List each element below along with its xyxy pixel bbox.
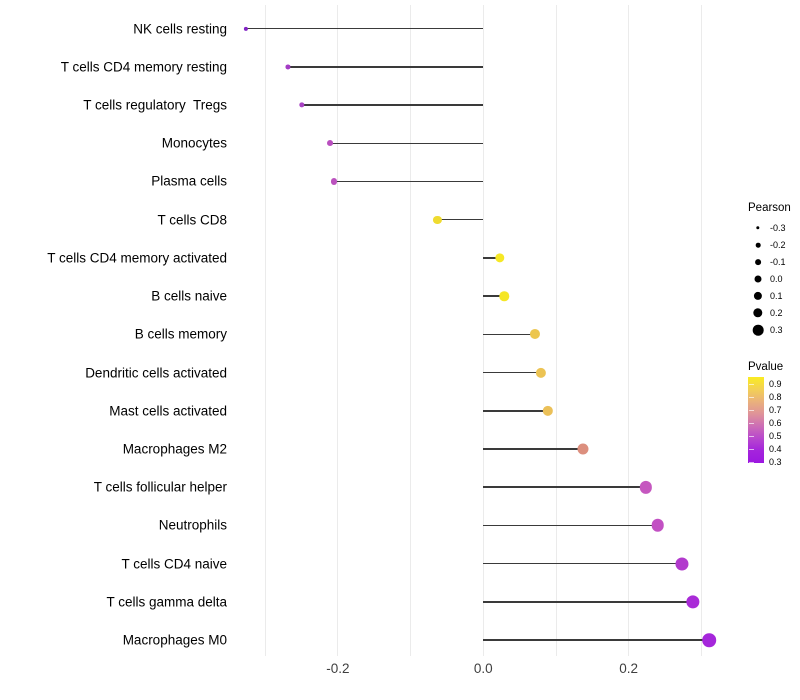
lollipop-stem — [329, 142, 484, 144]
lollipop-dot — [535, 367, 546, 378]
category-label: T cells regulatory Tregs — [83, 97, 227, 113]
category-label: B cells memory — [134, 326, 227, 342]
gridline — [482, 5, 484, 656]
lollipop-stem — [301, 104, 484, 106]
pvalue-legend-label: 0.7 — [769, 405, 782, 416]
pvalue-colorbar-tick — [749, 435, 754, 437]
category-label: Macrophages M0 — [122, 632, 227, 648]
lollipop-dot — [702, 633, 717, 647]
category-label: B cells naive — [151, 288, 227, 304]
pearson-legend-label: -0.1 — [770, 257, 786, 267]
lollipop-stem — [483, 257, 501, 259]
pvalue-legend-label: 0.6 — [769, 418, 782, 428]
gridline — [264, 5, 266, 656]
pearson-legend-label: 0.0 — [770, 274, 783, 284]
lollipop-dot — [499, 291, 510, 301]
pvalue-legend-title: Pvalue — [748, 361, 784, 373]
gridline — [628, 5, 630, 656]
pvalue-colorbar-tick — [749, 448, 754, 450]
lollipop-stem — [483, 448, 583, 450]
lollipop-dot — [529, 329, 540, 340]
lollipop-dot — [285, 64, 291, 70]
category-label: Macrophages M2 — [122, 441, 227, 457]
pvalue-colorbar-tick — [749, 397, 754, 399]
category-label: Mast cells activated — [109, 403, 227, 419]
lollipop-stem — [287, 66, 484, 68]
lollipop-stem — [483, 486, 647, 488]
pvalue-legend-label: 0.4 — [769, 443, 782, 454]
lollipop-dot — [243, 26, 248, 31]
lollipop-dot — [495, 253, 505, 263]
category-label: T cells gamma delta — [106, 594, 227, 610]
category-label: Plasma cells — [151, 173, 227, 189]
pearson-legend-dot — [753, 291, 763, 301]
lollipop-dot — [651, 519, 665, 532]
lollipop-stem — [483, 333, 535, 336]
lollipop-dot — [542, 405, 554, 416]
category-label: T cells CD8 — [157, 212, 227, 228]
lollipop-dot — [326, 140, 333, 147]
pvalue-legend-label: 0.5 — [769, 430, 782, 441]
lollipop-dot — [298, 102, 305, 108]
category-label: T cells follicular helper — [93, 479, 227, 495]
pvalue-colorbar-tick — [749, 384, 754, 386]
gridline — [337, 5, 339, 656]
lollipop-stem — [483, 601, 693, 603]
pvalue-colorbar-tick — [749, 410, 754, 412]
lollipop-stem — [483, 371, 541, 374]
lollipop-stem — [334, 180, 484, 183]
category-label: Dendritic cells activated — [85, 365, 227, 381]
gridline — [700, 5, 702, 656]
category-label: T cells CD4 naive — [121, 556, 227, 572]
pvalue-colorbar-tick — [749, 461, 754, 463]
lollipop-dot — [433, 215, 442, 224]
lollipop-dot — [577, 443, 589, 455]
x-tick-label: 0.0 — [473, 661, 493, 676]
pearson-legend-label: -0.2 — [770, 240, 786, 250]
pearson-legend-dot — [753, 308, 763, 318]
lollipop-stem — [245, 27, 484, 30]
lollipop-stem — [483, 524, 658, 527]
lollipop-dot — [686, 595, 700, 609]
pearson-legend-label: 0.2 — [770, 308, 783, 318]
pearson-legend-dot — [755, 242, 761, 248]
lollipop-stem — [483, 639, 710, 641]
pearson-legend-dot — [752, 324, 764, 336]
lollipop-dot — [639, 481, 653, 494]
lollipop-stem — [483, 410, 548, 412]
pearson-legend-title: Pearson — [748, 202, 791, 214]
category-label: Neutrophils — [158, 517, 227, 533]
lollipop-stem — [437, 218, 484, 221]
x-tick-label: -0.2 — [326, 661, 350, 676]
category-label: T cells CD4 memory resting — [60, 59, 227, 75]
pearson-legend-label: -0.3 — [770, 223, 786, 233]
pearson-legend-label: 0.3 — [770, 325, 783, 335]
pearson-legend-dot — [756, 226, 760, 230]
pvalue-colorbar-tick — [749, 423, 754, 424]
category-label: T cells CD4 memory activated — [47, 250, 227, 266]
pvalue-legend-label: 0.8 — [769, 392, 782, 403]
pearson-legend-dot — [755, 259, 761, 265]
gridline — [410, 5, 412, 656]
lollipop-dot — [331, 178, 338, 185]
lollipop-stem — [483, 295, 505, 297]
x-tick-label: 0.2 — [619, 661, 639, 676]
category-label: Monocytes — [161, 135, 227, 151]
pvalue-legend-label: 0.3 — [769, 456, 782, 467]
lollipop-dot — [675, 557, 689, 571]
pearson-legend-dot — [754, 275, 762, 283]
pvalue-colorbar — [748, 377, 764, 463]
pearson-legend-label: 0.1 — [770, 291, 783, 301]
gridline — [555, 5, 557, 656]
pvalue-legend-label: 0.9 — [769, 379, 782, 390]
category-label: NK cells resting — [133, 21, 227, 37]
lollipop-stem — [483, 562, 682, 565]
